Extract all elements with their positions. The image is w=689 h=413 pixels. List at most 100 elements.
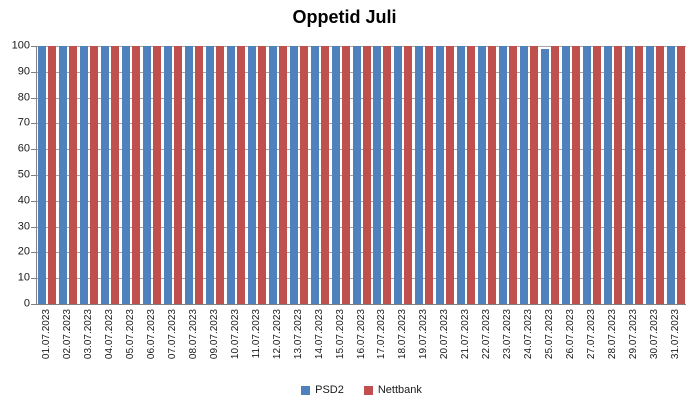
x-axis-tick-label: 15.07.2023 [334, 309, 346, 360]
x-axis-tick-label: 08.07.2023 [188, 309, 200, 360]
y-axis-tick [31, 46, 36, 47]
x-axis-label-cell: 21.07.2023 [456, 309, 477, 359]
bar-nettbank [153, 46, 162, 304]
x-axis-tick-label: 10.07.2023 [229, 309, 241, 360]
bar-group [435, 46, 456, 304]
x-axis-label-cell: 28.07.2023 [602, 309, 623, 359]
bar-group [372, 46, 393, 304]
x-axis-tick-label: 04.07.2023 [104, 309, 116, 360]
bar-psd2 [352, 46, 361, 304]
bar-nettbank [404, 46, 413, 304]
legend: PSD2 Nettbank [37, 385, 686, 396]
bar-psd2 [205, 46, 214, 304]
bar-group [498, 46, 519, 304]
x-axis-tick-label: 26.07.2023 [564, 309, 576, 360]
bar-group [540, 46, 561, 304]
bar-nettbank [299, 46, 308, 304]
bar-psd2 [122, 46, 131, 304]
x-axis-label-cell: 10.07.2023 [225, 309, 246, 359]
y-axis-tick-label: 50 [17, 168, 30, 181]
gridline [37, 71, 686, 73]
bar-psd2 [289, 46, 298, 304]
x-axis-tick-label: 13.07.2023 [292, 309, 304, 360]
x-axis-tick-label: 06.07.2023 [146, 309, 158, 360]
bar-group [477, 46, 498, 304]
legend-item-nettbank: Nettbank [363, 384, 422, 396]
plot-area: 0 10 20 30 40 50 60 70 80 90 100 [12, 40, 686, 309]
bar-psd2 [226, 46, 235, 304]
bar-psd2 [520, 46, 529, 304]
bar-nettbank [320, 46, 329, 304]
bar-psd2 [164, 46, 173, 304]
bar-group [58, 46, 79, 304]
x-axis-label-cell: 02.07.2023 [58, 309, 79, 359]
bar-nettbank [341, 46, 350, 304]
legend-label: PSD2 [315, 384, 344, 396]
bar-psd2 [268, 46, 277, 304]
bar-group [225, 46, 246, 304]
x-axis-tick-label: 28.07.2023 [606, 309, 618, 360]
bar-group [163, 46, 184, 304]
bar-psd2 [373, 46, 382, 304]
y-axis-tick [31, 278, 36, 280]
x-axis-label-cell: 15.07.2023 [330, 309, 351, 359]
bar-psd2 [436, 46, 445, 304]
x-axis-tick-label: 21.07.2023 [460, 309, 472, 360]
x-axis-label-cell: 14.07.2023 [309, 309, 330, 359]
bar-group [184, 46, 205, 304]
bar-group [267, 46, 288, 304]
bar-nettbank [446, 46, 455, 304]
bar-nettbank [90, 46, 99, 304]
bar-nettbank [488, 46, 497, 304]
x-axis-label-cell: 04.07.2023 [100, 309, 121, 359]
bar-group [330, 46, 351, 304]
bar-group [288, 46, 309, 304]
bar-nettbank [383, 46, 392, 304]
legend-swatch-icon [301, 386, 311, 395]
bar-psd2 [331, 46, 340, 304]
bar-group [560, 46, 581, 304]
y-axis-tick [31, 97, 36, 99]
bar-nettbank [174, 46, 183, 304]
x-axis-tick-label: 31.07.2023 [669, 309, 681, 360]
y-axis-tick-label: 90 [17, 65, 30, 78]
bar-psd2 [59, 46, 68, 304]
gridline [37, 149, 686, 151]
x-axis-label-cell: 25.07.2023 [540, 309, 561, 359]
bar-psd2 [457, 46, 466, 304]
bar-nettbank [571, 46, 580, 304]
x-axis-label-cell: 26.07.2023 [560, 309, 581, 359]
legend-label: Nettbank [377, 384, 422, 396]
x-axis-label-cell: 18.07.2023 [393, 309, 414, 359]
bar-nettbank [613, 46, 622, 304]
bar-group [142, 46, 163, 304]
y-axis-tick-label: 60 [17, 142, 30, 155]
bar-psd2 [101, 46, 110, 304]
bar-nettbank [195, 46, 204, 304]
bar-group [519, 46, 540, 304]
bar-psd2 [185, 46, 194, 304]
bar-group [581, 46, 602, 304]
bar-nettbank [362, 46, 371, 304]
y-axis-tick [31, 200, 36, 202]
x-axis-tick-label: 17.07.2023 [376, 309, 388, 360]
y-axis-tick-label: 20 [17, 245, 30, 258]
y-axis-tick-label: 40 [17, 194, 30, 207]
y-axis-tick [31, 252, 36, 254]
x-axis-tick-label: 18.07.2023 [397, 309, 409, 360]
x-axis-label-cell: 05.07.2023 [121, 309, 142, 359]
x-axis-label-cell: 23.07.2023 [498, 309, 519, 359]
x-axis-label-cell: 27.07.2023 [581, 309, 602, 359]
bar-nettbank [278, 46, 287, 304]
bar-nettbank [111, 46, 120, 304]
x-axis-label-cell: 22.07.2023 [477, 309, 498, 359]
bars-layer [37, 46, 686, 304]
x-axis-tick-label: 03.07.2023 [83, 309, 95, 360]
bar-group [602, 46, 623, 304]
bar-nettbank [530, 46, 539, 304]
chart-title: Oppetid Juli [292, 7, 397, 27]
x-axis-labels: 01.07.2023 02.07.2023 03.07.2023 04.07.2023… [37, 309, 686, 359]
bar-nettbank [236, 46, 245, 304]
y-axis-line [36, 46, 37, 304]
